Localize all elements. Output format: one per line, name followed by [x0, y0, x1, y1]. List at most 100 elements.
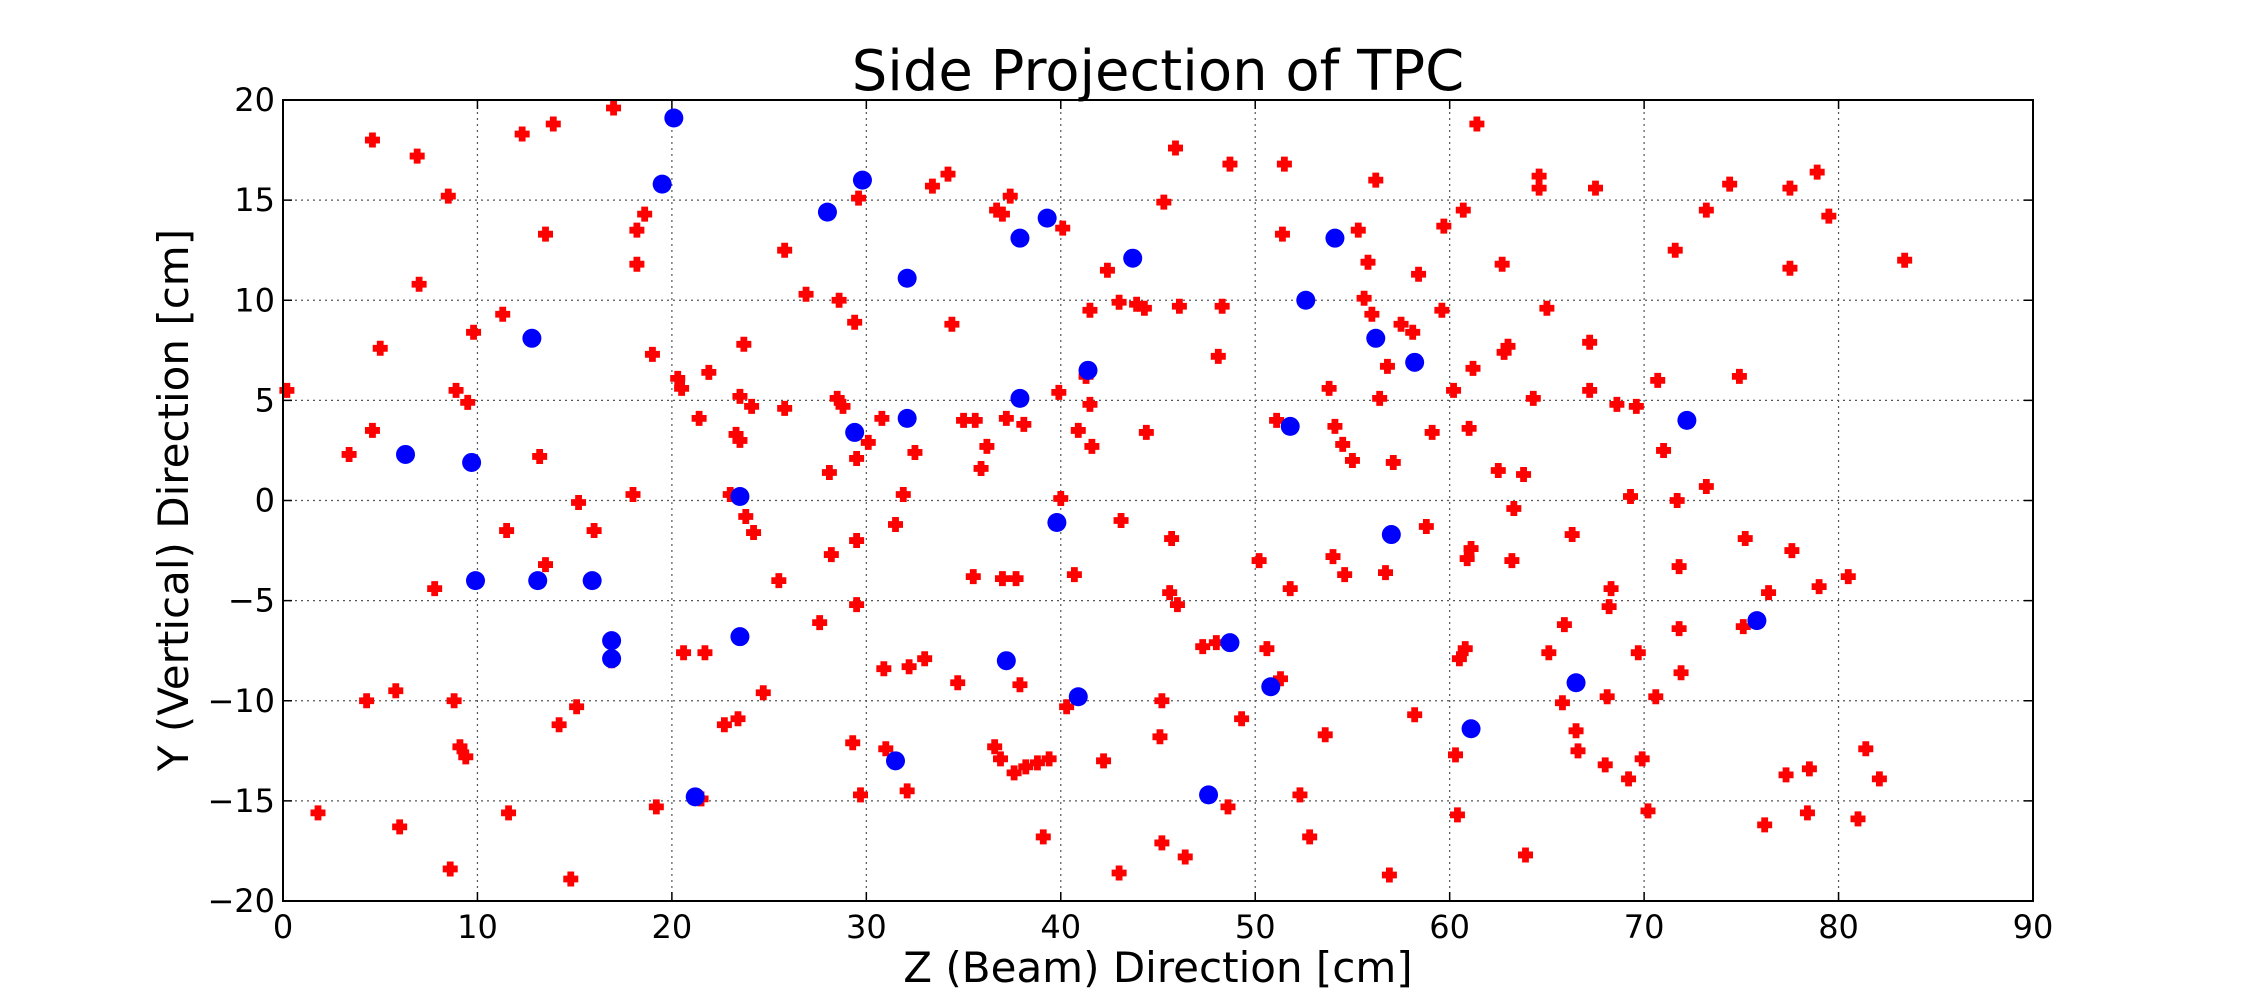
x-tick-label: 10 [457, 908, 498, 946]
red-plus-marker [1434, 302, 1450, 318]
red-plus-marker [1757, 817, 1773, 833]
red-plus-marker [388, 683, 404, 699]
red-plus-marker [1455, 202, 1471, 218]
red-plus-marker [1436, 218, 1452, 234]
red-plus-marker [895, 486, 911, 502]
red-plus-marker [701, 364, 717, 380]
red-plus-marker [847, 314, 863, 330]
red-plus-marker [1344, 452, 1360, 468]
red-plus-marker [1053, 490, 1069, 506]
red-plus-marker [1609, 396, 1625, 412]
red-plus-marker [448, 382, 464, 398]
red-plus-marker [532, 448, 548, 464]
red-plus-marker [965, 569, 981, 585]
red-plus-marker [1251, 553, 1267, 569]
red-plus-marker [1195, 639, 1211, 655]
red-plus-marker [1500, 338, 1516, 354]
red-plus-marker [1082, 302, 1098, 318]
red-plus-marker [907, 444, 923, 460]
red-plus-marker [1650, 372, 1666, 388]
red-plus-marker [1541, 645, 1557, 661]
red-plus-marker [1418, 519, 1434, 535]
red-plus-marker [899, 783, 915, 799]
red-plus-marker [1621, 771, 1637, 787]
red-plus-marker [1059, 699, 1075, 715]
red-plus-marker [1564, 527, 1580, 543]
red-plus-marker [1801, 761, 1817, 777]
red-plus-marker [901, 659, 917, 675]
red-plus-marker [1018, 759, 1034, 775]
red-plus-marker [442, 861, 458, 877]
red-plus-marker [798, 286, 814, 302]
red-plus-marker [1424, 424, 1440, 440]
red-plus-marker [1379, 358, 1395, 374]
red-plus-marker [1698, 202, 1714, 218]
red-plus-marker [1136, 300, 1152, 316]
red-plus-marker [1378, 565, 1393, 581]
blue-circle-marker [1405, 352, 1425, 372]
blue-circle-marker [730, 627, 750, 647]
red-plus-marker [1840, 569, 1856, 585]
red-plus-marker [1634, 751, 1650, 767]
red-plus-marker [637, 206, 653, 222]
red-plus-marker [878, 741, 894, 757]
red-plus-marker [1169, 597, 1185, 613]
red-plus-marker [1111, 294, 1127, 310]
red-plus-marker [1599, 689, 1615, 705]
red-plus-marker [1518, 847, 1533, 863]
red-plus-marker [738, 509, 754, 525]
red-plus-marker [1405, 324, 1421, 340]
blue-circle-marker [396, 444, 415, 464]
red-plus-marker [372, 340, 388, 356]
red-plus-marker [1372, 390, 1388, 406]
red-plus-marker [1556, 617, 1572, 633]
red-plus-marker [1623, 488, 1638, 504]
red-plus-marker [1784, 543, 1800, 559]
blue-circle-marker [466, 571, 485, 591]
red-plus-marker [586, 523, 602, 539]
blue-circle-marker [685, 787, 705, 807]
red-plus-marker [1008, 571, 1024, 587]
red-plus-marker [755, 685, 771, 701]
red-plus-marker [1222, 156, 1238, 172]
red-plus-marker [1325, 549, 1341, 565]
red-plus-marker [1673, 665, 1689, 681]
red-plus-marker [1327, 418, 1343, 434]
red-plus-marker [917, 651, 933, 667]
red-plus-marker [1778, 767, 1794, 783]
red-plus-marker [956, 412, 972, 428]
blue-circle-marker [1010, 228, 1030, 248]
red-plus-marker [1210, 348, 1226, 364]
red-plus-marker [831, 292, 847, 308]
blue-circle-marker [886, 751, 905, 771]
blue-circle-marker [1199, 785, 1219, 805]
red-plus-marker [1640, 803, 1656, 819]
red-plus-marker [1177, 849, 1193, 865]
blue-circle-marker [1280, 416, 1300, 436]
red-plus-marker [1156, 194, 1172, 210]
red-plus-marker [1735, 619, 1751, 635]
red-plus-marker [746, 525, 762, 541]
red-plus-marker [1129, 296, 1145, 312]
red-plus-marker [460, 394, 476, 410]
blue-circle-marker [1461, 719, 1481, 739]
red-plus-marker [987, 739, 1003, 755]
red-plus-marker [466, 324, 482, 340]
red-plus-marker [1601, 599, 1617, 615]
red-plus-marker [1782, 260, 1798, 276]
red-plus-marker [1317, 727, 1333, 743]
red-plus-marker [625, 486, 641, 502]
blue-circle-marker [1123, 248, 1143, 268]
red-plus-marker [1099, 262, 1115, 278]
red-plus-marker [888, 517, 903, 533]
red-plus-marker [545, 116, 561, 132]
blue-circle-marker [1261, 677, 1281, 697]
red-plus-marker [874, 410, 890, 426]
red-plus-marker [944, 316, 960, 332]
red-plus-marker [1051, 384, 1067, 400]
red-plus-marker [950, 675, 966, 691]
red-plus-marker [849, 533, 865, 549]
red-plus-marker [1041, 751, 1057, 767]
red-plus-marker [1360, 254, 1376, 270]
